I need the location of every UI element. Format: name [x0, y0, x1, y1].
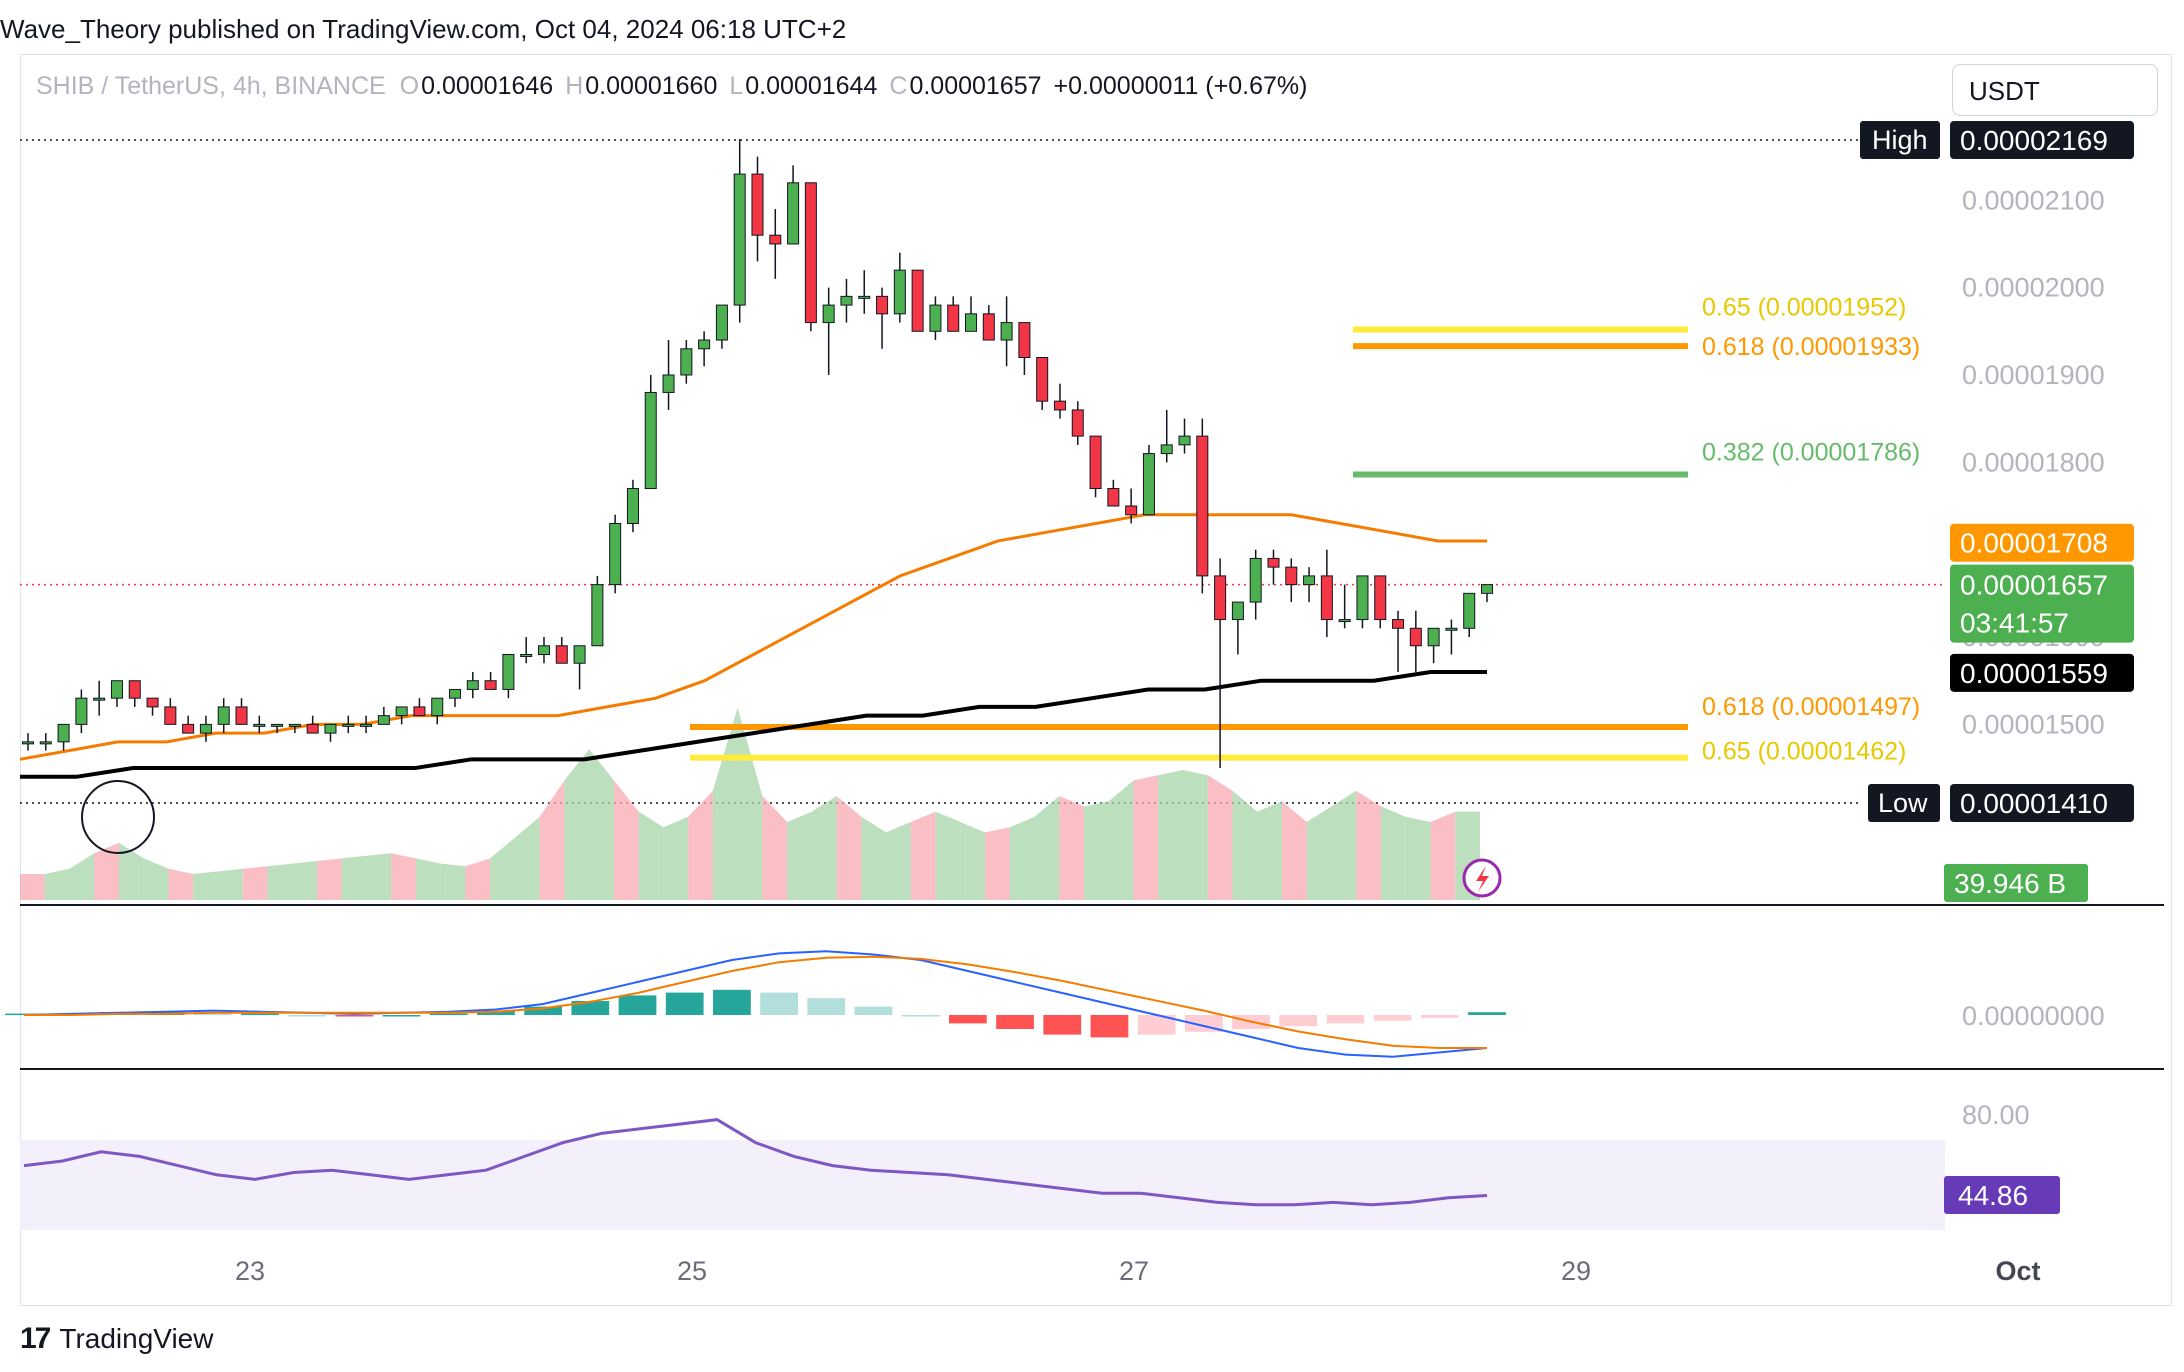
publisher-line: Wave_Theory published on TradingView.com…	[0, 14, 847, 44]
tradingview-logo-icon: 17	[20, 1322, 51, 1355]
chart-frame[interactable]	[20, 54, 2172, 1306]
footer-brand[interactable]: 17 TradingView	[20, 1322, 213, 1356]
footer-brand-text: TradingView	[59, 1323, 214, 1354]
currency-selector[interactable]: USDT	[1952, 64, 2158, 116]
